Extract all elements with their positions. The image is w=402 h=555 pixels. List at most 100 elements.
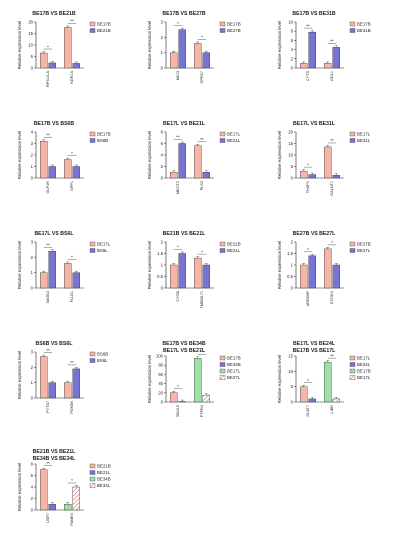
y-tick-label: 5 bbox=[291, 384, 294, 389]
legend-swatch bbox=[90, 359, 95, 363]
y-tick-label: 1 bbox=[31, 380, 34, 385]
legend-label: BS6L bbox=[97, 248, 108, 253]
x-tick-label: MIC3 bbox=[176, 71, 180, 80]
legend-label: BE34L bbox=[97, 483, 111, 488]
y-tick-label: 8 bbox=[31, 462, 34, 467]
sig-marker: ** bbox=[70, 19, 74, 24]
y-tick-label: 20 bbox=[158, 390, 163, 395]
y-tick-label: 15 bbox=[288, 141, 293, 146]
bar-be31l bbox=[333, 175, 340, 178]
sig-marker: * bbox=[177, 245, 179, 250]
y-tick-label: 2 bbox=[161, 35, 164, 40]
y-tick-label: 6 bbox=[291, 38, 294, 43]
y-tick-label: 0 bbox=[161, 66, 164, 71]
legend-swatch bbox=[220, 29, 225, 33]
y-axis-label: Relative expression level bbox=[147, 131, 152, 180]
bar-be27b bbox=[324, 249, 331, 288]
chart-title: BE17B VS BE34B bbox=[162, 341, 206, 347]
legend-swatch bbox=[90, 22, 95, 26]
bar-bs6l bbox=[49, 251, 56, 288]
x-tick-label: VAGE2 bbox=[46, 291, 50, 303]
legend-label: BE27B bbox=[227, 28, 241, 33]
y-tick-label: 0 bbox=[161, 176, 164, 181]
y-tick-label: 2 bbox=[31, 365, 34, 370]
bar-bs6b bbox=[40, 357, 47, 398]
legend-label: BE21B bbox=[97, 464, 111, 469]
legend-swatch bbox=[220, 132, 225, 136]
legend-label: BE17B bbox=[97, 132, 111, 137]
sig-marker: * bbox=[307, 378, 309, 383]
legend-label: BE21L bbox=[97, 470, 111, 475]
y-tick-label: 4 bbox=[31, 130, 34, 135]
x-tick-label: DLAT7 bbox=[306, 405, 310, 417]
legend-swatch bbox=[90, 464, 95, 468]
x-tick-label: DDL1 bbox=[330, 71, 334, 81]
y-tick-label: 10 bbox=[28, 43, 33, 48]
sig-marker: * bbox=[177, 384, 179, 389]
y-tick-label: 1 bbox=[161, 50, 164, 55]
x-tick-label: GLP1R bbox=[46, 181, 50, 194]
legend-label: BE21L bbox=[227, 138, 241, 143]
legend-swatch bbox=[350, 22, 355, 26]
legend-swatch bbox=[350, 29, 355, 33]
sig-marker: * bbox=[307, 162, 309, 167]
y-tick-label: 3 bbox=[161, 20, 164, 25]
bar-be21b bbox=[194, 258, 201, 288]
y-tick-label: 0 bbox=[31, 176, 34, 181]
bar-be27b bbox=[203, 53, 210, 68]
legend-label: BE17L bbox=[357, 375, 371, 380]
chart-title: BS6B VS BS6L bbox=[36, 341, 74, 347]
bar-be27l bbox=[203, 395, 210, 402]
sig-marker: ** bbox=[46, 348, 50, 353]
bar-be27l bbox=[333, 265, 340, 288]
x-tick-label: PLS3 bbox=[200, 181, 204, 190]
bar-bs6l bbox=[73, 273, 80, 288]
y-tick-label: 20 bbox=[288, 130, 293, 135]
legend-swatch bbox=[350, 376, 355, 380]
legend-label: BE17B bbox=[97, 22, 111, 27]
bar-be17b bbox=[324, 362, 331, 402]
y-axis-label: Relative expression level bbox=[277, 355, 282, 404]
legend-swatch bbox=[90, 139, 95, 143]
y-tick-label: 20 bbox=[28, 20, 33, 25]
x-tick-label: GPR27 bbox=[200, 71, 204, 83]
y-tick-label: 4 bbox=[31, 485, 34, 490]
x-tick-label: CYGB bbox=[176, 291, 180, 302]
bar-be31b bbox=[309, 32, 316, 68]
legend-label: BE27B bbox=[357, 242, 371, 247]
x-tick-label: SNX19 bbox=[176, 405, 180, 417]
y-tick-label: 80 bbox=[158, 363, 163, 368]
chart-title: BE34B VS BE34L bbox=[33, 456, 77, 462]
x-tick-label: SPP1 bbox=[70, 181, 74, 191]
sig-marker: ** bbox=[330, 353, 334, 358]
legend-swatch bbox=[350, 363, 355, 367]
legend-label: BS6B bbox=[97, 138, 108, 143]
x-tick-label: LIBR bbox=[330, 405, 334, 414]
y-tick-label: 0 bbox=[31, 66, 34, 71]
bar-bs6b bbox=[64, 383, 71, 398]
y-axis-label: Relative expression level bbox=[17, 463, 22, 512]
bar-be27b bbox=[179, 30, 186, 68]
sig-marker: ** bbox=[200, 137, 204, 142]
x-tick-label: PTPR4 bbox=[200, 405, 204, 417]
bar-be21l bbox=[179, 254, 186, 289]
legend-swatch bbox=[350, 139, 355, 143]
legend-label: BS6B bbox=[97, 352, 108, 357]
x-tick-label: USP7 bbox=[46, 513, 50, 523]
bar-be21l bbox=[179, 144, 186, 179]
sig-marker: ** bbox=[176, 135, 180, 140]
legend-label: BE17L bbox=[227, 132, 241, 137]
legend-swatch bbox=[220, 369, 225, 373]
y-axis-label: Relative expression level bbox=[147, 355, 152, 404]
bar-be17l bbox=[333, 399, 340, 402]
bar-be34b bbox=[64, 504, 71, 510]
